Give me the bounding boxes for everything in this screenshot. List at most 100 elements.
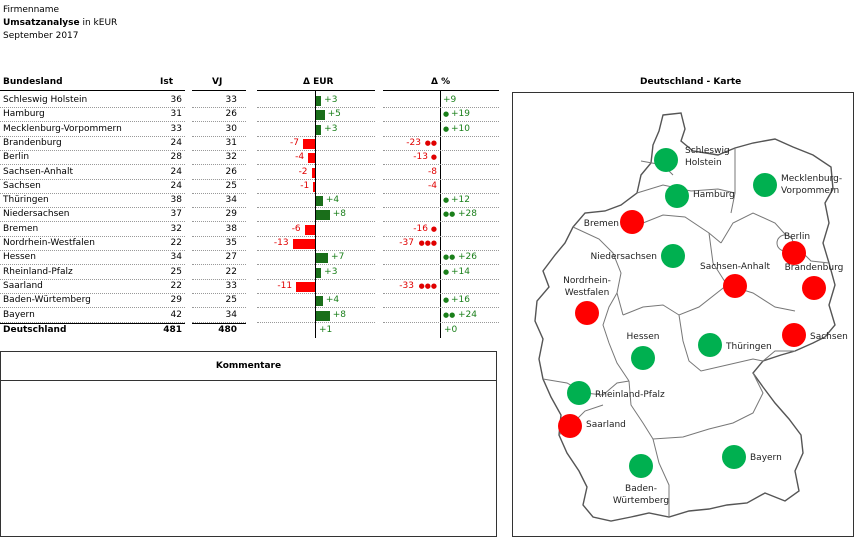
map-region-label: Niedersachsen (590, 252, 657, 262)
report-title-unit: in kEUR (79, 18, 118, 28)
row-separator (257, 221, 375, 223)
delta-pct-label: -4 (428, 180, 437, 191)
delta-eur-bar (304, 224, 315, 235)
row-ist-value: 38 (170, 195, 182, 206)
delta-eur-bar (302, 138, 315, 149)
map-status-bubble (567, 381, 591, 405)
delta-pct-dots: ● (430, 153, 437, 162)
delta-pct-label: +14 (451, 266, 470, 277)
row-separator (192, 221, 246, 223)
comment-box[interactable]: Kommentare (0, 351, 497, 537)
row-separator (192, 149, 246, 151)
row-separator (383, 164, 499, 166)
delta-pct-dots: ●● (443, 253, 456, 262)
delta-eur-label: -6 (291, 223, 301, 234)
row-separator (0, 107, 185, 108)
header-rule (383, 90, 499, 91)
row-separator (257, 235, 375, 237)
delta-pct-label: +9 (443, 95, 457, 105)
row-vj-value: 38 (225, 223, 237, 234)
germany-map: Schleswig Holstein Mecklenburg- Vorpommern H… (534, 112, 848, 522)
state-border (642, 214, 722, 244)
row-ist-value: 24 (170, 137, 182, 148)
report-title: Umsatzanalyse in kEUR (3, 17, 117, 29)
row-separator (0, 235, 185, 237)
comment-title: Kommentare (1, 352, 496, 381)
header-rule (0, 90, 185, 91)
row-separator (257, 149, 375, 151)
delta-pct-dots: ● (443, 296, 450, 305)
delta-eur-bar (316, 267, 322, 278)
row-separator (383, 292, 499, 294)
row-region-name: Mecklenburg-Vorpommern (3, 123, 122, 134)
row-separator (383, 192, 499, 194)
delta-eur-axis (315, 91, 316, 339)
map-region-label: Thüringen (725, 342, 772, 352)
map-status-bubble (753, 173, 777, 197)
row-ist-value: 22 (170, 238, 182, 248)
delta-eur-label: +4 (325, 195, 340, 206)
total-delta-pct-label: +0 (444, 324, 458, 335)
row-separator (0, 292, 185, 294)
row-separator (192, 135, 246, 137)
delta-pct-dots: ●●● (418, 239, 437, 247)
row-separator (257, 264, 375, 266)
row-separator (192, 307, 246, 309)
row-separator (257, 164, 375, 166)
row-region-name: Brandenburg (3, 137, 62, 148)
delta-eur-label: +5 (327, 109, 341, 120)
row-ist-value: 29 (170, 295, 182, 306)
state-border (572, 226, 624, 316)
map-region-label: Berlin (784, 232, 810, 242)
row-vj-value: 27 (225, 252, 237, 263)
col-header-delta-pct: Δ % (431, 77, 451, 87)
map-status-bubble (661, 244, 685, 268)
row-vj-value: 33 (225, 280, 237, 291)
delta-pct-label: +19 (451, 109, 470, 120)
map-region-label: Saarland (586, 420, 626, 430)
col-header-delta-eur: Δ EUR (303, 77, 334, 87)
delta-pct-dots: ●● (424, 138, 437, 147)
row-ist-value: 22 (170, 280, 182, 291)
map-region-label: Nordrhein- (563, 276, 611, 286)
map-region-label: Mecklenburg- (781, 174, 842, 184)
delta-pct-dots: ● (443, 196, 450, 205)
row-separator (257, 250, 375, 251)
delta-eur-bar (308, 153, 315, 164)
delta-eur-bar (313, 181, 315, 192)
delta-eur-label: +8 (332, 209, 347, 220)
delta-eur-label: -1 (300, 180, 310, 191)
row-separator (0, 278, 185, 280)
row-separator (257, 307, 375, 309)
state-border (652, 438, 670, 517)
header-rule (192, 90, 246, 91)
map-region-label: Schleswig (685, 146, 730, 156)
map-region-label: Hessen (627, 332, 660, 342)
report-period: September 2017 (3, 31, 79, 41)
col-header-ist: Ist (160, 77, 174, 87)
row-ist-value: 24 (170, 166, 182, 177)
row-separator (0, 164, 185, 166)
col-header-vj: VJ (212, 77, 223, 87)
row-separator (0, 149, 185, 151)
row-region-name: Berlin (3, 152, 30, 163)
map-status-bubble (723, 274, 747, 298)
row-vj-value: 22 (225, 266, 237, 277)
row-separator (0, 121, 185, 123)
row-vj-value: 26 (225, 109, 237, 120)
germany-map-panel: Schleswig Holstein Mecklenburg- Vorpommern H… (512, 92, 854, 537)
state-border (678, 314, 764, 372)
row-region-name: Baden-Würtemberg (3, 295, 91, 306)
row-region-name: Schleswig Holstein (3, 95, 88, 105)
map-status-bubble (722, 445, 746, 469)
row-separator (192, 207, 246, 209)
map-region-label: Bremen (584, 219, 619, 229)
row-region-name: Hessen (3, 252, 36, 263)
delta-pct-dots: ● (430, 224, 437, 233)
row-separator (383, 250, 499, 251)
map-region-label: Westfalen (565, 288, 610, 298)
map-status-bubble (665, 184, 689, 208)
row-ist-value: 34 (170, 252, 182, 263)
map-status-bubble (575, 301, 599, 325)
map-status-bubble (629, 454, 653, 478)
